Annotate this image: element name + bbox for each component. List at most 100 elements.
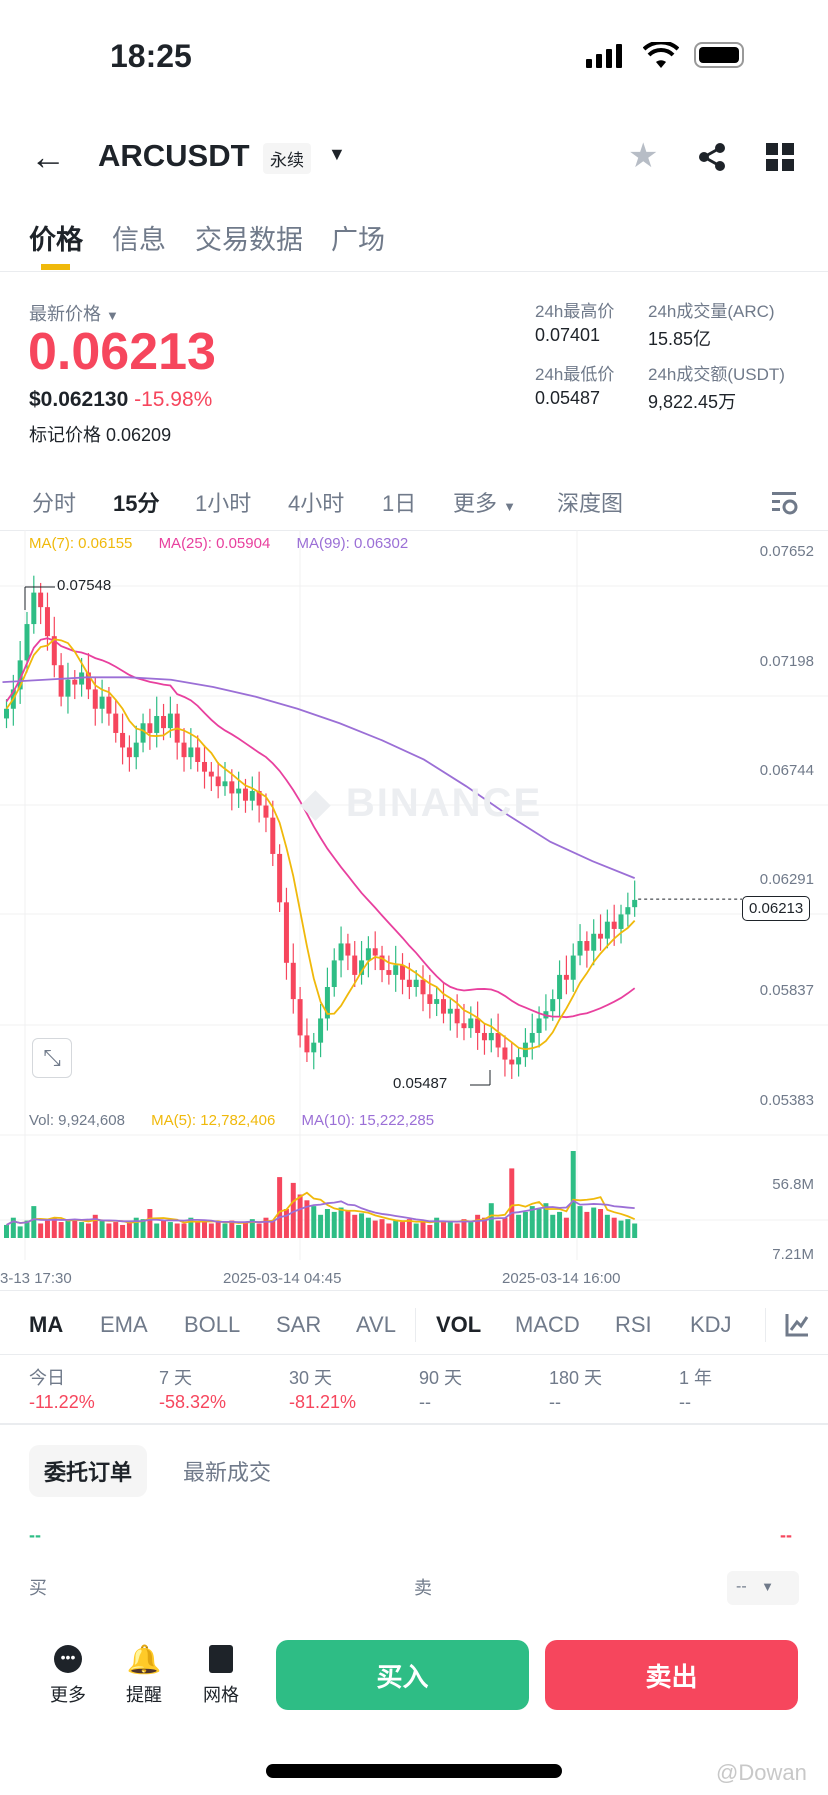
candle (598, 933, 604, 939)
perf-value: -- (549, 1392, 561, 1412)
candle (495, 1032, 501, 1048)
high-label: 24h最高价 (535, 302, 615, 321)
buy-button[interactable]: 买入 (276, 1640, 529, 1710)
candle (31, 592, 37, 625)
volume-bar (563, 1217, 569, 1238)
indicator-avl[interactable]: AVL (356, 1312, 396, 1337)
candle (242, 788, 248, 801)
interval-1h[interactable]: 1小时 (195, 491, 252, 516)
candle (318, 1018, 324, 1043)
more-label: 更多 (50, 1685, 86, 1705)
candle (488, 1032, 494, 1041)
low-marker: 0.05487 (393, 1075, 448, 1092)
volume-bar (51, 1217, 57, 1238)
indicator-kdj[interactable]: KDJ (690, 1312, 732, 1337)
tab-price[interactable]: 价格 (29, 225, 83, 255)
vol-ma10-line (6, 1199, 635, 1226)
indicator-rsi[interactable]: RSI (615, 1312, 652, 1337)
candle (393, 965, 399, 975)
favorite-star-icon[interactable]: ★ (628, 137, 659, 175)
ma7-legend: MA(7): 0.06155 (29, 535, 133, 552)
grid-label: 网格 (203, 1685, 239, 1705)
volume-bar (536, 1209, 542, 1238)
price-axis-label: 0.05837 (759, 982, 814, 999)
candle (195, 747, 201, 762)
candlestick-chart[interactable] (0, 530, 828, 1280)
volume-bar (202, 1220, 208, 1238)
expand-chart-button[interactable]: ⤡ (32, 1038, 72, 1078)
interval-15m[interactable]: 15分 (113, 491, 160, 516)
symbol-title[interactable]: ARCUSDT (98, 138, 250, 173)
perf-value: -- (419, 1392, 431, 1412)
amount-value: 9,822.45万 (648, 392, 737, 412)
tab-trading-data[interactable]: 交易数据 (195, 225, 303, 255)
dropdown-icon: ▼ (106, 308, 119, 323)
back-button[interactable]: ← (30, 136, 66, 177)
candle (140, 723, 146, 743)
volume-bar (393, 1220, 399, 1238)
tab-info[interactable]: 信息 (112, 225, 166, 255)
symbol-dropdown-icon[interactable]: ▼ (328, 144, 346, 164)
candle (516, 1057, 522, 1065)
sell-button[interactable]: 卖出 (545, 1640, 798, 1710)
volume-bar (270, 1220, 276, 1238)
more-button[interactable]: ••• 更多 (38, 1645, 98, 1707)
volume-bar (154, 1223, 160, 1238)
candle (126, 747, 132, 758)
volume-bar (10, 1217, 16, 1238)
interval-4h[interactable]: 4小时 (288, 491, 345, 516)
volume-bar (550, 1214, 556, 1238)
alert-button[interactable]: 🔔 提醒 (114, 1645, 174, 1707)
volume-bar (85, 1223, 91, 1238)
price-axis-label: 0.05383 (759, 1092, 814, 1109)
interval-time[interactable]: 分时 (32, 491, 77, 516)
interval-more-label: 更多 (453, 491, 498, 516)
volume-bar (215, 1222, 221, 1238)
indicator-ma[interactable]: MA (29, 1312, 64, 1337)
share-icon[interactable] (697, 142, 727, 172)
indicator-macd[interactable]: MACD (515, 1312, 580, 1337)
candle (263, 805, 269, 818)
candle (618, 914, 624, 929)
indicator-ema[interactable]: EMA (100, 1312, 148, 1337)
perf-label: 7 天 (159, 1368, 193, 1388)
grid-button[interactable]: 网格 (191, 1645, 251, 1707)
candle (120, 732, 126, 748)
usd-price: $0.062130 -15.98% (29, 388, 212, 412)
last-price-label[interactable]: 最新价格 ▼ (29, 300, 119, 326)
interval-more[interactable]: 更多 ▼ (453, 486, 516, 518)
candle (625, 907, 631, 915)
volume-bar (222, 1223, 228, 1238)
indicator-vol[interactable]: VOL (436, 1312, 482, 1337)
depth-chart-tab[interactable]: 深度图 (557, 491, 624, 516)
volume-bar (611, 1217, 617, 1238)
tab-order-book[interactable]: 委托订单 (29, 1445, 148, 1497)
chart-settings-icon[interactable] (770, 490, 798, 516)
volume-bar (167, 1222, 173, 1238)
more-icon: ••• (54, 1645, 82, 1673)
candle (502, 1047, 508, 1060)
divider (0, 1423, 828, 1425)
candle (167, 713, 173, 729)
indicator-boll[interactable]: BOLL (184, 1312, 241, 1337)
indicator-settings-icon[interactable] (784, 1312, 810, 1338)
volume-bar (277, 1177, 283, 1238)
candle (386, 970, 392, 975)
candle (236, 788, 242, 794)
precision-select[interactable]: -- ▼ (727, 1571, 799, 1605)
interval-1d[interactable]: 1日 (382, 491, 417, 516)
volume-bar (625, 1219, 631, 1238)
watermark-text: BINANCE (345, 781, 543, 825)
tab-recent-trades[interactable]: 最新成交 (183, 1460, 272, 1485)
wifi-icon (643, 42, 679, 68)
candle (365, 948, 371, 961)
grid-menu-icon[interactable] (766, 143, 794, 171)
bell-icon: 🔔 (126, 1644, 162, 1675)
volume-bar (468, 1222, 474, 1238)
candle (270, 817, 276, 854)
tab-square[interactable]: 广场 (331, 225, 385, 255)
indicator-sar[interactable]: SAR (276, 1312, 322, 1337)
volume-bar (79, 1222, 85, 1238)
candle (440, 999, 446, 1014)
ma99-legend: MA(99): 0.06302 (296, 535, 409, 552)
